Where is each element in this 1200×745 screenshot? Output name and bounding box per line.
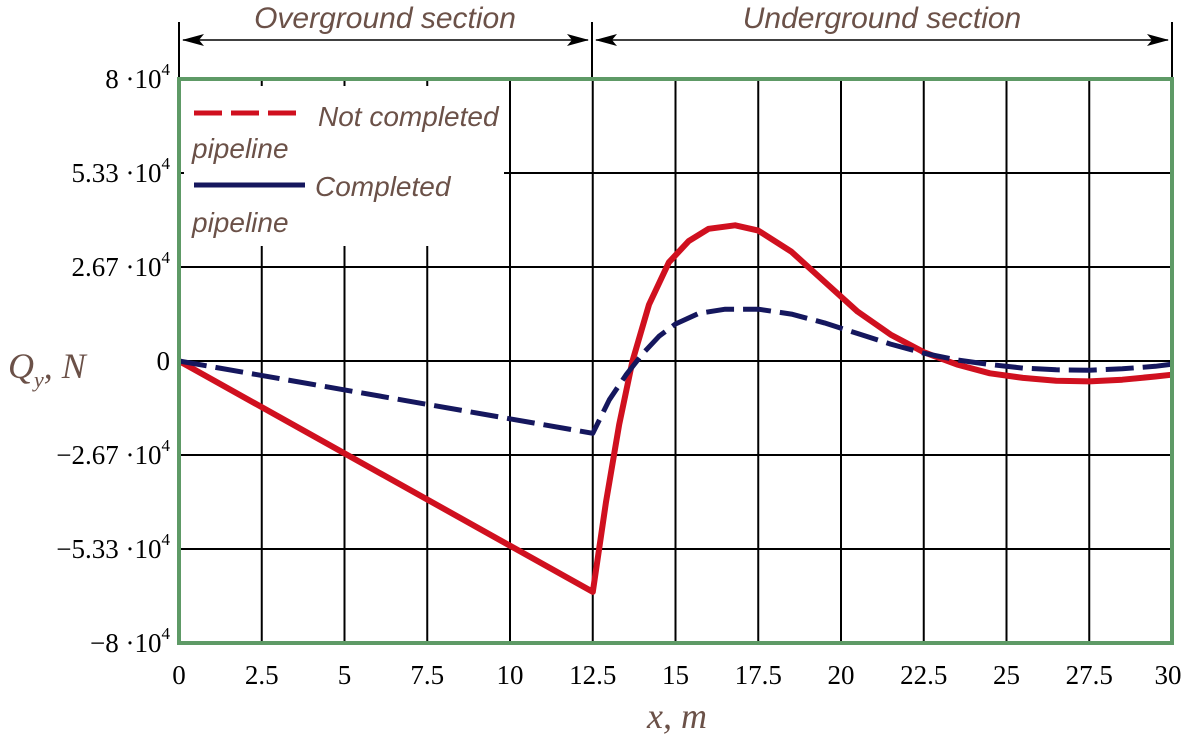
y-tick-label-base-4: −2.67 ·10	[56, 440, 161, 470]
series-line-1	[178, 306, 1173, 436]
y-tick-label-4: −2.67 ·104	[56, 436, 170, 470]
legend-label-completed-line2: pipeline	[191, 207, 289, 238]
y-tick-label-base-2: 2.67 ·10	[72, 252, 162, 282]
x-tick-label-12: 30	[1155, 660, 1182, 690]
y-tick-label-exp-0: 4	[162, 60, 171, 79]
y-tick-label-exp-1: 4	[162, 154, 171, 173]
x-tick-label-0: 0	[172, 660, 186, 690]
y-axis-label-unit: , N	[44, 346, 88, 386]
y-tick-label-base-3: 0	[157, 346, 171, 376]
legend-label-not-completed-line1: Not completed	[318, 101, 500, 132]
y-axis-label-sub: y	[32, 367, 44, 392]
x-tick-label-3: 7.5	[410, 660, 444, 690]
y-tick-label-6: −8 ·104	[90, 624, 170, 658]
y-tick-label-2: 2.67 ·104	[72, 248, 171, 282]
legend-label-completed-line1: Completed	[315, 171, 452, 202]
legend-label-not-completed-line2: pipeline	[191, 133, 289, 164]
y-tick-label-exp-5: 4	[162, 530, 171, 549]
y-tick-label-exp-6: 4	[162, 624, 171, 643]
y-tick-label-3: 0	[157, 346, 171, 376]
y-tick-label-exp-2: 4	[162, 248, 171, 267]
section-label-overground: Overground section	[254, 2, 516, 35]
x-axis-label: x, m	[646, 696, 707, 736]
x-tick-label-7: 17.5	[735, 660, 782, 690]
y-tick-label-1: 5.33 ·104	[72, 154, 171, 188]
section-label-underground: Underground section	[743, 2, 1022, 35]
x-tick-label-8: 20	[828, 660, 855, 690]
x-tick-label-9: 22.5	[900, 660, 947, 690]
x-tick-label-1: 2.5	[245, 660, 279, 690]
x-tick-label-6: 15	[662, 660, 689, 690]
y-tick-label-exp-4: 4	[162, 436, 171, 455]
x-tick-labels: 0 2.5 5 7.5 10 12.5 15 17.5 20 22.5 25 27.5 30	[172, 660, 1181, 690]
x-tick-label-2: 5	[338, 660, 352, 690]
section-annotations: Overground section Underground section	[178, 2, 1173, 78]
plot-frame	[177, 77, 1174, 645]
x-tick-label-5: 12.5	[569, 660, 616, 690]
x-tick-label-10: 25	[993, 660, 1020, 690]
legend: Not completed pipeline Completed pipelin…	[184, 86, 504, 246]
y-tick-label-base-0: 8 ·10	[105, 64, 161, 94]
y-tick-label-base-5: −5.33 ·10	[56, 534, 161, 564]
y-tick-label-5: −5.33 ·104	[56, 530, 170, 564]
y-axis-label: Qy, N	[8, 346, 88, 392]
y-tick-label-base-1: 5.33 ·10	[72, 158, 162, 188]
series-layer	[177, 222, 1173, 595]
y-tick-label-0: 8 ·104	[105, 60, 170, 94]
y-axis-label-main: Q	[8, 346, 34, 386]
x-tick-label-4: 10	[497, 660, 524, 690]
y-tick-label-base-6: −8 ·10	[90, 628, 161, 658]
x-tick-label-11: 27.5	[1066, 660, 1113, 690]
